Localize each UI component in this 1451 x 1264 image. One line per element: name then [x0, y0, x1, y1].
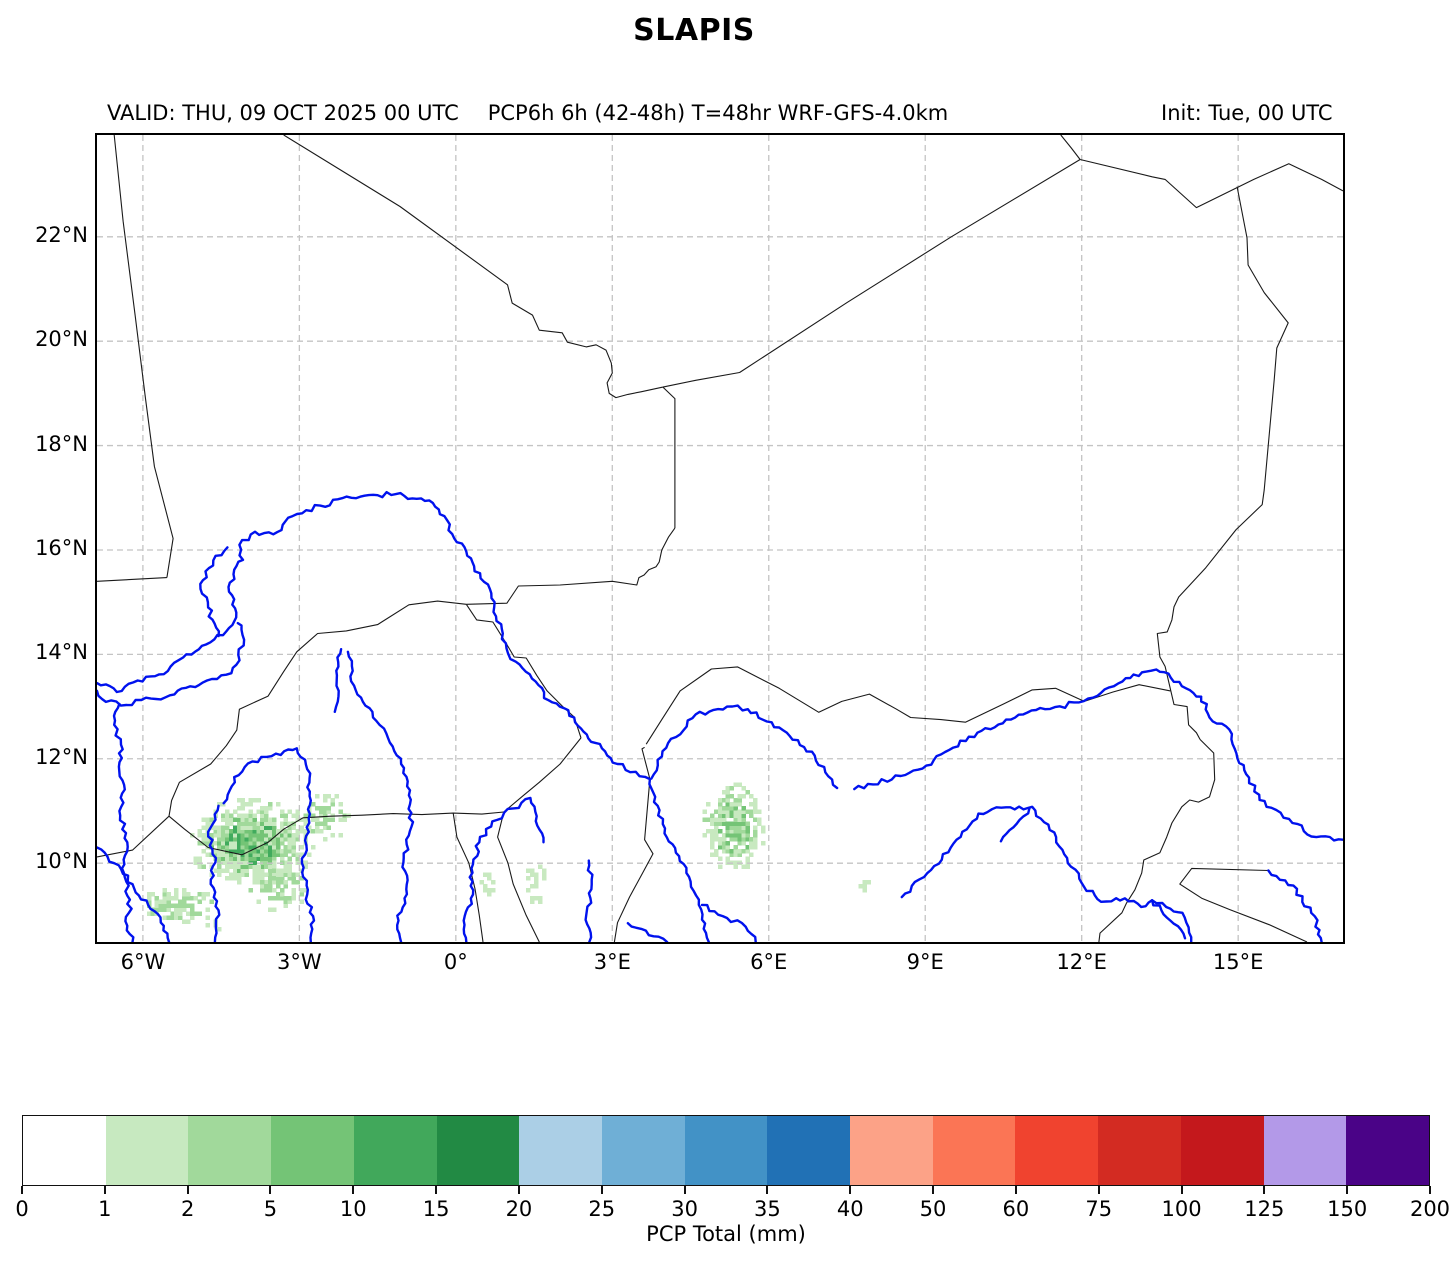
colorbar-segment [767, 1116, 851, 1185]
colorbar-tick [1097, 1186, 1100, 1194]
precip-cells [146, 782, 872, 932]
colorbar-segment [601, 1116, 685, 1185]
colorbar-tick-label: 20 [505, 1197, 533, 1221]
colorbar-axis-label: PCP Total (mm) [646, 1222, 806, 1246]
y-tick-label: 16°N [35, 535, 88, 560]
colorbar-segment [353, 1116, 437, 1185]
product-label: PCP6h 6h (42-48h) T=48hr WRF-GFS-4.0km [487, 101, 949, 125]
colorbar-tick-label: 150 [1327, 1197, 1368, 1221]
y-tick-label: 20°N [35, 327, 88, 352]
colorbar-tick-label: 10 [339, 1197, 367, 1221]
colorbar-segment [519, 1116, 602, 1185]
colorbar-tick-label: 35 [754, 1197, 781, 1221]
colorbar-tick [1180, 1186, 1183, 1194]
colorbar-tick [1346, 1186, 1349, 1194]
colorbar-segment [1263, 1116, 1347, 1185]
colorbar-gradient [22, 1115, 1430, 1186]
y-tick-label: 22°N [35, 222, 88, 247]
colorbar-tick [269, 1186, 272, 1194]
y-tick-label: 14°N [35, 640, 88, 665]
colorbar-tick [849, 1186, 852, 1194]
colorbar-tick [517, 1186, 520, 1194]
x-tick-label: 0° [443, 950, 468, 974]
colorbar-tick [186, 1186, 189, 1194]
x-tick-label: 6°W [120, 950, 166, 974]
colorbar-tick-label: 40 [836, 1197, 864, 1221]
colorbar-segment [436, 1116, 520, 1185]
colorbar-tick-label: 100 [1161, 1197, 1202, 1221]
colorbar-tick [435, 1186, 438, 1194]
colorbar-tick [932, 1186, 935, 1194]
colorbar-tick [352, 1186, 355, 1194]
colorbar-tick-label: 60 [1002, 1197, 1030, 1221]
x-tick-label: 15°E [1212, 950, 1264, 974]
x-tick-label: 6°E [750, 950, 788, 974]
init-time-label: Init: Tue, 00 UTC [1161, 101, 1333, 125]
y-tick-label: 18°N [35, 431, 88, 456]
colorbar-segment [850, 1116, 933, 1185]
colorbar-segment [684, 1116, 768, 1185]
colorbar-tick-label: 1 [98, 1197, 112, 1221]
colorbar-segment [1180, 1116, 1264, 1185]
colorbar-tick [600, 1186, 603, 1194]
colorbar-tick-label: 75 [1085, 1197, 1113, 1221]
colorbar-tick-label: 30 [671, 1197, 698, 1221]
colorbar-tick [683, 1186, 686, 1194]
colorbar-segment [932, 1116, 1016, 1185]
x-tick-label: 9°E [906, 950, 944, 974]
colorbar-segment [1015, 1116, 1099, 1185]
x-tick-label: 3°E [593, 950, 631, 974]
colorbar-tick-label: 50 [919, 1197, 947, 1221]
colorbar-tick-label: 200 [1409, 1197, 1451, 1221]
colorbar-segment [188, 1116, 272, 1185]
colorbar-tick [1263, 1186, 1266, 1194]
colorbar-segment [105, 1116, 189, 1185]
colorbar-tick [766, 1186, 769, 1194]
rivers [97, 490, 1343, 942]
page-title: SLAPIS [633, 13, 755, 48]
x-tick-label: 12°E [1056, 950, 1107, 974]
precipitation-map [97, 135, 1343, 942]
valid-time-label: VALID: THU, 09 OCT 2025 00 UTC [107, 101, 459, 125]
colorbar-tick-label: 15 [422, 1197, 450, 1221]
y-tick-label: 12°N [35, 744, 88, 769]
colorbar-tick-label: 25 [588, 1197, 616, 1221]
graticule [97, 135, 1343, 942]
colorbar-tick [1429, 1186, 1431, 1194]
colorbar-tick-label: 2 [180, 1197, 195, 1221]
colorbar-segment [1346, 1116, 1429, 1185]
colorbar-tick [103, 1186, 106, 1194]
y-tick-label: 10°N [35, 849, 88, 874]
map-plot-area [95, 133, 1345, 944]
colorbar-tick-label: 5 [263, 1197, 278, 1221]
colorbar-tick-label: 0 [15, 1197, 29, 1221]
colorbar-segment [23, 1116, 106, 1185]
colorbar-tick-label: 125 [1244, 1197, 1285, 1221]
colorbar-segment [1098, 1116, 1181, 1185]
colorbar-tick [1014, 1186, 1017, 1194]
x-tick-label: 3°W [277, 950, 322, 974]
colorbar-segment [271, 1116, 354, 1185]
colorbar: 0 1 2 5 10 15 20 25 30 35 40 50 60 75 100 125 150 200 [15, 1115, 1450, 1245]
colorbar-tick [21, 1186, 23, 1194]
